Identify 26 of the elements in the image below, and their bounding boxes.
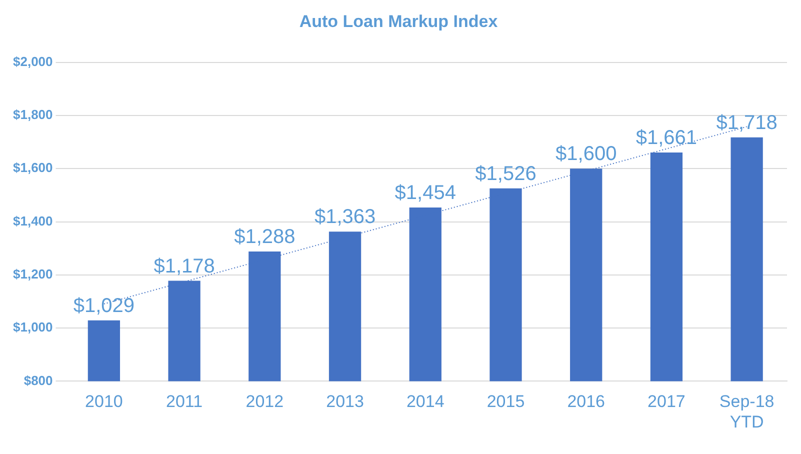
x-tick-label: 2011: [166, 392, 203, 412]
x-tick-label: 2014: [406, 392, 444, 412]
x-tick-label: Sep-18 YTD: [719, 392, 774, 432]
data-label: $1,178: [154, 255, 215, 278]
data-label: $1,363: [314, 206, 376, 228]
y-tick-label: $2,000: [12, 54, 53, 69]
y-tick-label: $1,000: [12, 320, 53, 335]
data-label: $1,600: [556, 143, 617, 166]
chart-title: Auto Loan Markup Index: [299, 12, 498, 31]
data-label: $1,718: [716, 112, 778, 134]
data-label: $1,029: [73, 294, 135, 317]
x-tick-label: 2013: [326, 392, 364, 412]
data-label: $1,288: [234, 226, 296, 248]
data-label: $1,526: [475, 162, 536, 185]
y-tick-label: $1,200: [12, 266, 53, 282]
x-tick-label: 2017: [648, 392, 686, 412]
data-label: $1,454: [394, 182, 456, 204]
y-tick-label: $1,800: [12, 107, 53, 122]
y-tick-label: $800: [24, 372, 53, 388]
y-tick-label: $1,400: [12, 213, 53, 228]
x-tick-label: 2010: [85, 392, 123, 412]
x-tick-label: 2015: [486, 392, 525, 412]
x-tick-label: 2012: [246, 392, 284, 412]
y-tick-label: $1,600: [12, 160, 53, 176]
data-label: $1,661: [636, 126, 698, 149]
x-tick-label: 2016: [567, 392, 606, 412]
